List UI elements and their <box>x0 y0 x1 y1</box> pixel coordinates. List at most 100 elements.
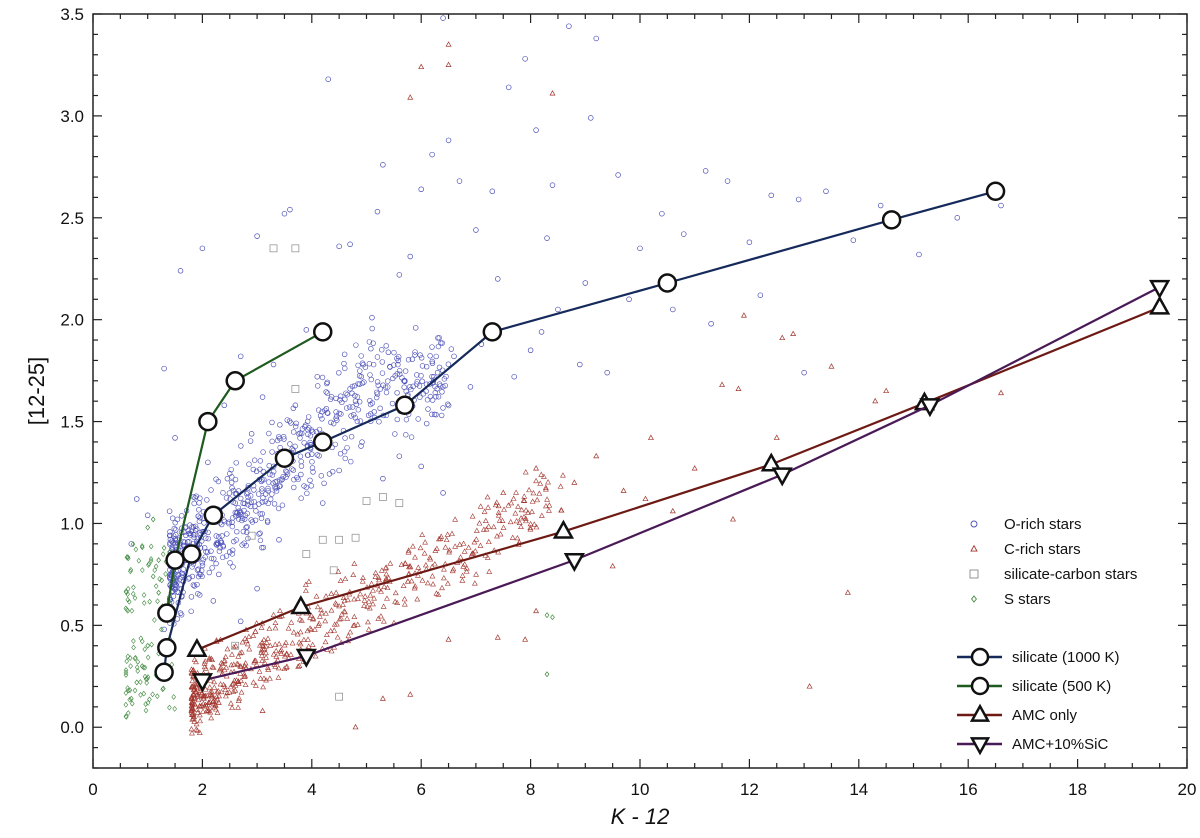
data-point <box>125 596 131 603</box>
data-point <box>205 699 212 705</box>
data-point <box>244 524 250 530</box>
data-point <box>518 523 524 529</box>
data-point <box>507 518 514 525</box>
data-point <box>311 626 318 632</box>
data-point <box>173 527 179 533</box>
data-point <box>224 475 231 482</box>
data-point <box>200 695 207 701</box>
data-point <box>329 566 338 575</box>
data-point <box>296 662 303 669</box>
data-point <box>273 647 280 654</box>
data-point <box>238 495 244 502</box>
data-point <box>850 237 857 243</box>
data-point <box>461 561 468 567</box>
data-point <box>150 516 156 523</box>
data-point <box>419 577 426 583</box>
data-point <box>237 650 244 656</box>
data-point <box>342 575 349 582</box>
data-point <box>208 487 214 493</box>
legend-marker <box>969 737 991 756</box>
data-point <box>405 547 412 553</box>
data-point <box>828 363 835 369</box>
legend-marker <box>969 569 979 579</box>
data-point <box>169 538 175 544</box>
data-point <box>242 673 248 679</box>
data-point <box>204 497 210 503</box>
data-point <box>188 608 194 614</box>
data-point <box>189 677 196 684</box>
data-point <box>471 539 478 545</box>
data-point <box>480 526 487 532</box>
data-point <box>269 438 275 445</box>
data-point <box>150 691 155 698</box>
data-point <box>482 517 489 523</box>
data-point <box>374 208 381 215</box>
data-point <box>351 560 358 566</box>
data-point <box>394 416 400 423</box>
data-point <box>307 614 313 620</box>
data-point <box>314 373 321 380</box>
data-point <box>260 636 267 642</box>
data-point <box>229 519 235 526</box>
data-point <box>196 729 203 735</box>
y-tick-label: 0.0 <box>60 718 84 737</box>
data-point <box>403 388 409 395</box>
data-point <box>419 363 426 369</box>
data-point <box>238 649 245 655</box>
data-point <box>232 643 239 649</box>
data-point <box>332 600 339 606</box>
data-point <box>604 369 610 376</box>
data-point <box>518 506 525 513</box>
data-point <box>201 545 208 551</box>
model-point <box>657 273 678 293</box>
data-point <box>172 435 178 441</box>
data-point <box>284 469 290 475</box>
data-point <box>366 339 373 345</box>
data-point <box>216 692 222 699</box>
data-point <box>358 353 364 359</box>
model-point <box>395 395 415 416</box>
data-point <box>221 518 228 525</box>
data-point <box>416 383 423 389</box>
data-point <box>512 510 519 516</box>
data-point <box>377 386 384 392</box>
data-point <box>220 490 226 496</box>
data-point <box>131 584 136 591</box>
data-point <box>236 508 243 514</box>
data-point <box>427 353 433 359</box>
data-point <box>253 508 259 514</box>
data-point <box>367 592 374 598</box>
data-point <box>281 653 288 659</box>
data-point <box>239 517 245 524</box>
data-point <box>418 63 425 70</box>
data-point <box>394 355 400 362</box>
legend-marker <box>970 647 990 667</box>
data-point <box>370 361 377 368</box>
data-point <box>241 662 248 669</box>
data-point <box>199 567 205 574</box>
data-point <box>324 379 331 386</box>
data-point <box>344 615 351 621</box>
data-point <box>131 644 136 651</box>
data-point <box>401 378 407 384</box>
data-point <box>127 687 133 694</box>
data-point <box>433 394 439 400</box>
data-point <box>272 619 279 625</box>
data-point <box>375 586 382 592</box>
data-point <box>221 658 227 664</box>
data-point <box>434 369 441 376</box>
data-point <box>385 378 391 384</box>
data-point <box>263 677 269 683</box>
data-point <box>588 115 594 121</box>
data-point <box>205 535 211 542</box>
data-point <box>371 595 377 601</box>
data-point <box>328 607 335 613</box>
data-point <box>533 127 539 133</box>
data-point <box>277 648 284 654</box>
data-point <box>323 610 329 616</box>
data-point <box>298 463 305 469</box>
data-point <box>318 473 325 479</box>
data-point <box>246 633 252 639</box>
data-point <box>153 583 159 590</box>
data-point <box>522 515 529 521</box>
